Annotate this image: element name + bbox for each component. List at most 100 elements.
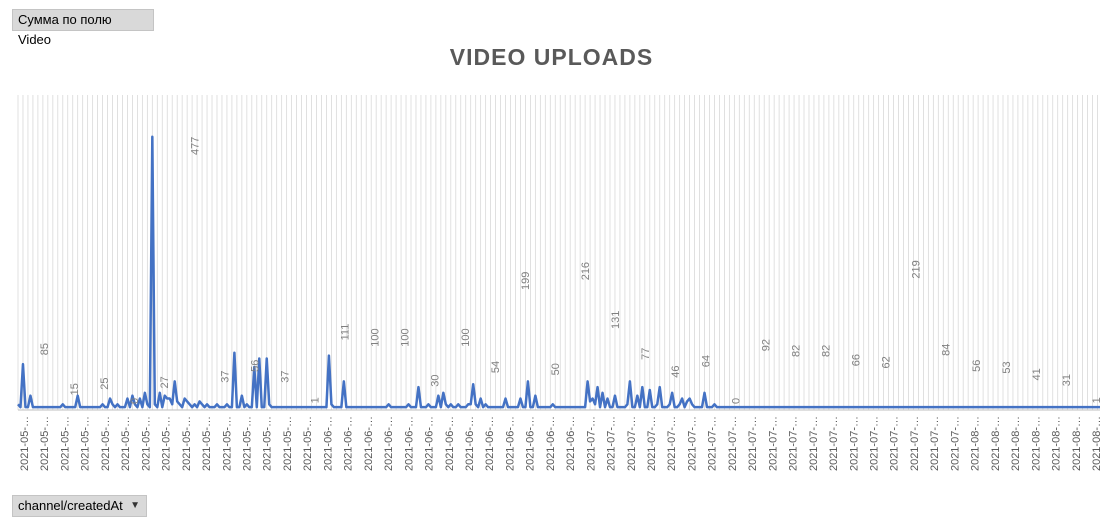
x-tick-label: 2021-06-… bbox=[484, 416, 496, 471]
data-point bbox=[691, 403, 693, 405]
data-point bbox=[587, 381, 589, 383]
data-point bbox=[460, 406, 462, 408]
data-point bbox=[403, 406, 405, 408]
data-point bbox=[149, 406, 151, 408]
data-point bbox=[363, 406, 365, 408]
x-tick-label: 2021-06-… bbox=[403, 416, 415, 471]
data-point bbox=[360, 406, 362, 408]
data-point bbox=[686, 401, 688, 403]
data-point bbox=[27, 406, 29, 408]
data-point bbox=[1099, 406, 1101, 408]
data-point bbox=[395, 406, 397, 408]
data-point bbox=[706, 406, 708, 408]
triangle-down-icon[interactable]: ▼ bbox=[130, 500, 140, 511]
data-point bbox=[166, 398, 168, 400]
data-point bbox=[890, 406, 892, 408]
data-point bbox=[328, 355, 330, 357]
value-field-button[interactable]: Сумма по полю Video bbox=[12, 9, 154, 47]
data-point bbox=[975, 406, 977, 408]
data-point bbox=[679, 403, 681, 405]
data-point bbox=[674, 406, 676, 408]
data-point bbox=[716, 406, 718, 408]
data-point bbox=[109, 398, 111, 400]
data-point bbox=[622, 406, 624, 408]
data-point bbox=[972, 406, 974, 408]
data-point bbox=[584, 406, 586, 408]
x-tick-label: 2021-08-… bbox=[1091, 416, 1103, 471]
data-point bbox=[950, 406, 952, 408]
data-point bbox=[766, 406, 768, 408]
data-label: 31 bbox=[1061, 374, 1073, 386]
data-point bbox=[301, 406, 303, 408]
data-point bbox=[380, 406, 382, 408]
x-tick-label: 2021-07-… bbox=[646, 416, 658, 471]
data-point bbox=[343, 381, 345, 383]
data-point bbox=[490, 406, 492, 408]
data-point bbox=[154, 403, 156, 405]
data-point bbox=[306, 406, 308, 408]
data-label: 53 bbox=[1001, 361, 1013, 373]
data-point bbox=[435, 406, 437, 408]
data-point bbox=[873, 406, 875, 408]
data-point bbox=[124, 406, 126, 408]
data-point bbox=[786, 406, 788, 408]
data-point bbox=[1052, 406, 1054, 408]
data-point bbox=[303, 406, 305, 408]
data-point bbox=[510, 406, 512, 408]
data-point bbox=[898, 406, 900, 408]
data-label: 82 bbox=[790, 345, 802, 357]
data-point bbox=[191, 406, 193, 408]
data-point bbox=[1067, 406, 1069, 408]
data-point bbox=[55, 406, 57, 408]
data-label: 41 bbox=[1031, 368, 1043, 380]
data-point bbox=[594, 403, 596, 405]
data-point bbox=[505, 398, 507, 400]
data-label: 54 bbox=[490, 361, 502, 373]
axis-field-button[interactable]: channel/createdAt ▼ bbox=[12, 495, 147, 517]
data-point bbox=[801, 406, 803, 408]
data-point bbox=[104, 406, 106, 408]
data-point bbox=[930, 406, 932, 408]
data-point bbox=[224, 406, 226, 408]
chart-title: VIDEO UPLOADS bbox=[449, 44, 654, 70]
data-point bbox=[457, 403, 459, 405]
data-point bbox=[418, 386, 420, 388]
data-point bbox=[480, 398, 482, 400]
data-point bbox=[845, 406, 847, 408]
data-point bbox=[266, 358, 268, 360]
data-point bbox=[1015, 406, 1017, 408]
data-point bbox=[689, 398, 691, 400]
data-point bbox=[443, 392, 445, 394]
data-point bbox=[562, 406, 564, 408]
x-tick-label: 2021-06-… bbox=[464, 416, 476, 471]
data-point bbox=[336, 406, 338, 408]
x-tick-label: 2021-07-… bbox=[767, 416, 779, 471]
x-tick-label: 2021-05-… bbox=[282, 416, 294, 471]
data-point bbox=[316, 406, 318, 408]
data-point bbox=[900, 406, 902, 408]
data-point bbox=[731, 406, 733, 408]
data-point bbox=[209, 406, 211, 408]
data-point bbox=[957, 406, 959, 408]
data-point bbox=[1005, 406, 1007, 408]
data-point bbox=[564, 406, 566, 408]
data-point bbox=[97, 406, 99, 408]
data-point bbox=[278, 406, 280, 408]
data-point bbox=[642, 386, 644, 388]
x-tick-label: 2021-07-… bbox=[747, 416, 759, 471]
data-point bbox=[758, 406, 760, 408]
data-point bbox=[651, 406, 653, 408]
data-point bbox=[1059, 406, 1061, 408]
data-point bbox=[393, 406, 395, 408]
data-point bbox=[980, 406, 982, 408]
data-point bbox=[659, 386, 661, 388]
data-point bbox=[803, 406, 805, 408]
data-point bbox=[84, 406, 86, 408]
data-point bbox=[778, 406, 780, 408]
data-point bbox=[632, 406, 634, 408]
data-point bbox=[423, 406, 425, 408]
data-point bbox=[602, 392, 604, 394]
data-point bbox=[522, 406, 524, 408]
data-label: 100 bbox=[370, 328, 382, 346]
data-point bbox=[1027, 406, 1029, 408]
